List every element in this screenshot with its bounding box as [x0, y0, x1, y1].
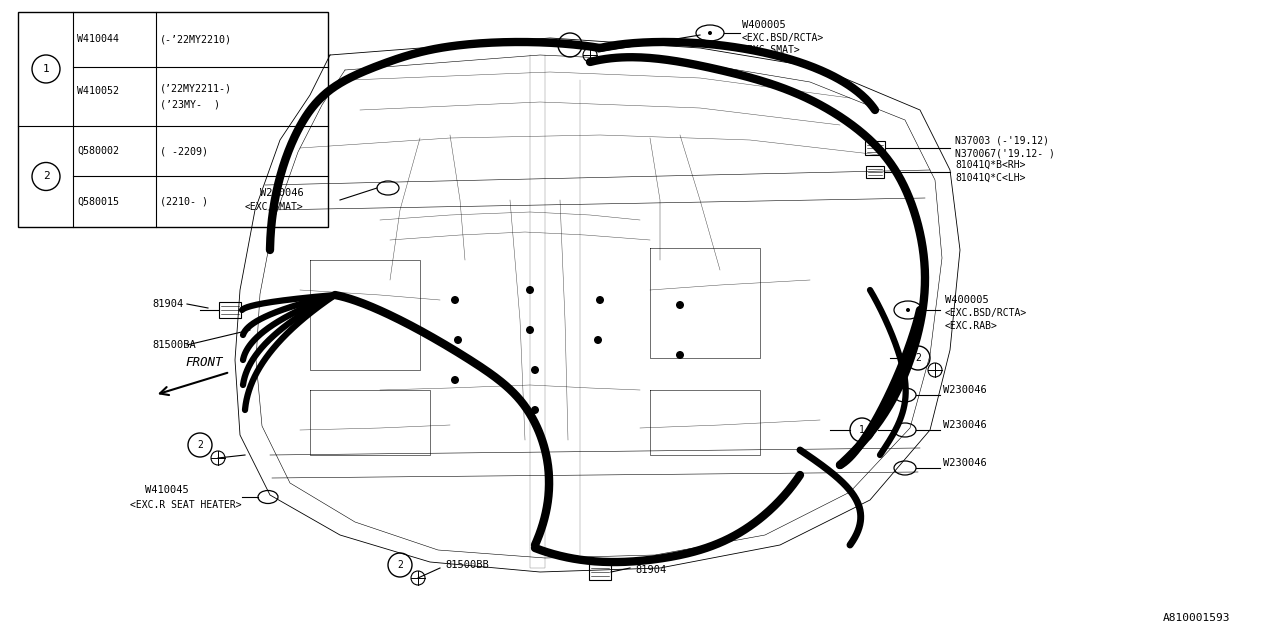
Circle shape: [596, 296, 604, 304]
Circle shape: [531, 366, 539, 374]
Text: W230046: W230046: [943, 385, 987, 395]
Text: <EXC.SMAT>: <EXC.SMAT>: [742, 45, 801, 55]
Text: W400005: W400005: [742, 20, 786, 30]
Bar: [219, 302, 241, 318]
Text: (’22MY2211-): (’22MY2211-): [160, 83, 232, 93]
Text: W410044: W410044: [77, 35, 119, 44]
Text: 1: 1: [42, 64, 50, 74]
Text: <EXC.R SEAT HEATER>: <EXC.R SEAT HEATER>: [131, 500, 242, 510]
Text: N370067('19.12- ): N370067('19.12- ): [955, 148, 1055, 158]
Text: (’23MY-  ): (’23MY- ): [160, 99, 220, 109]
Text: 81904: 81904: [152, 299, 183, 309]
Circle shape: [594, 336, 602, 344]
Circle shape: [531, 406, 539, 414]
Text: W400005: W400005: [945, 295, 988, 305]
Text: 1: 1: [859, 425, 865, 435]
Text: 81904: 81904: [635, 565, 667, 575]
Circle shape: [676, 301, 684, 309]
Bar: [865, 141, 884, 155]
Text: W230046: W230046: [260, 188, 303, 198]
Text: 81500BA: 81500BA: [152, 340, 196, 350]
Circle shape: [906, 308, 910, 312]
Text: 2: 2: [42, 172, 50, 182]
Text: FRONT: FRONT: [186, 355, 223, 369]
Text: (2210- ): (2210- ): [160, 196, 209, 207]
Text: 81041Q*B<RH>: 81041Q*B<RH>: [955, 160, 1025, 170]
Text: <EXC.RAB>: <EXC.RAB>: [945, 321, 998, 331]
Bar: [589, 564, 611, 580]
Text: <EXC.BSD/RCTA>: <EXC.BSD/RCTA>: [945, 308, 1028, 318]
Text: W410052: W410052: [77, 86, 119, 97]
Circle shape: [708, 31, 712, 35]
Text: (-’22MY2210): (-’22MY2210): [160, 35, 232, 44]
Text: W230046: W230046: [943, 420, 987, 430]
Text: W410045: W410045: [145, 485, 188, 495]
Text: 81041Q*C<LH>: 81041Q*C<LH>: [955, 173, 1025, 183]
Text: A810001593: A810001593: [1162, 613, 1230, 623]
Text: <EXC.BSD/RCTA>: <EXC.BSD/RCTA>: [742, 33, 824, 43]
Text: 81500BB: 81500BB: [445, 560, 489, 570]
Text: W230046: W230046: [943, 458, 987, 468]
Circle shape: [526, 286, 534, 294]
Text: <EXC.SMAT>: <EXC.SMAT>: [244, 202, 303, 212]
Text: 2: 2: [397, 560, 403, 570]
Circle shape: [676, 351, 684, 359]
Text: 2: 2: [197, 440, 204, 450]
Circle shape: [526, 326, 534, 334]
Text: Q580002: Q580002: [77, 146, 119, 156]
Text: 2: 2: [915, 353, 920, 363]
Circle shape: [451, 376, 460, 384]
Text: 2: 2: [567, 40, 573, 50]
Circle shape: [454, 336, 462, 344]
Text: N37003 (-'19.12): N37003 (-'19.12): [955, 135, 1050, 145]
Circle shape: [451, 296, 460, 304]
Bar: [18, 12, 328, 227]
Bar: [867, 166, 884, 178]
Text: Q580015: Q580015: [77, 196, 119, 207]
Text: ( -2209): ( -2209): [160, 146, 209, 156]
